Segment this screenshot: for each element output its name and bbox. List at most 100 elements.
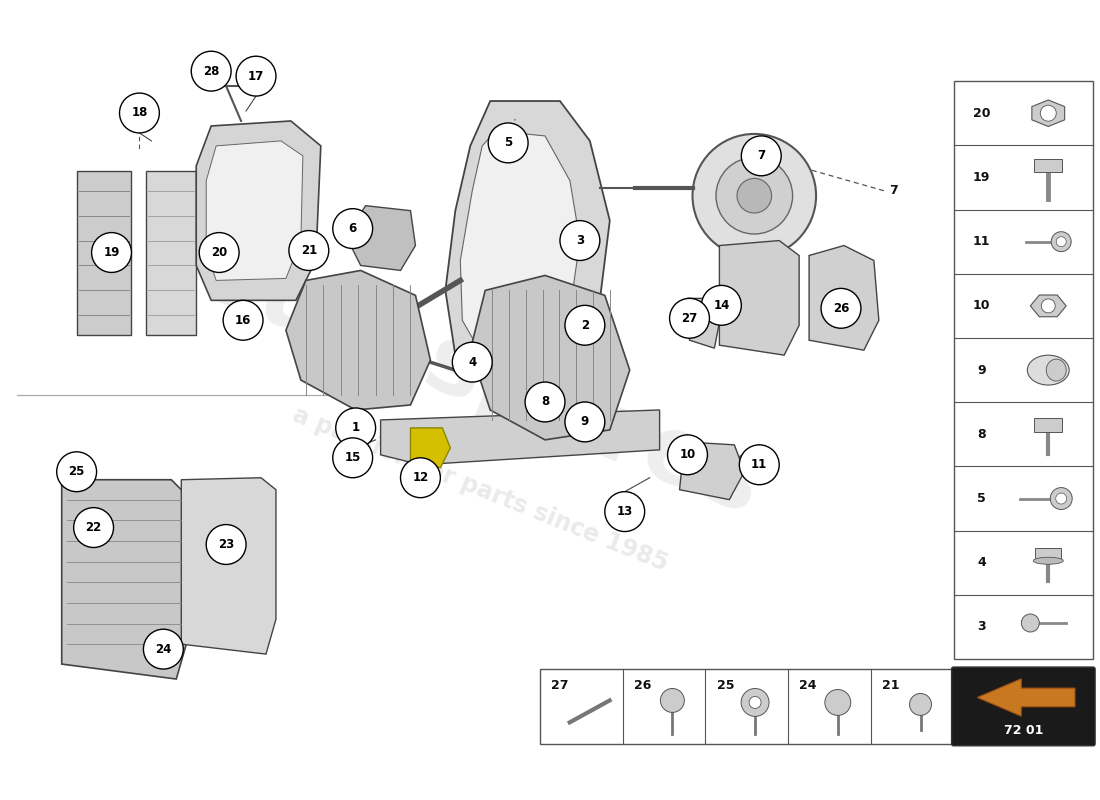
Text: 26: 26 [634,679,651,692]
Circle shape [741,689,769,716]
Circle shape [236,56,276,96]
Circle shape [565,402,605,442]
Circle shape [488,123,528,163]
Text: 25: 25 [716,679,734,692]
Text: 20: 20 [972,106,990,120]
Text: 11: 11 [751,458,768,471]
Polygon shape [680,442,745,500]
Text: 28: 28 [204,65,219,78]
FancyBboxPatch shape [1034,158,1063,173]
Circle shape [605,492,645,531]
Text: 7: 7 [757,150,766,162]
Circle shape [910,694,932,715]
Text: 8: 8 [541,395,549,409]
Circle shape [191,51,231,91]
Polygon shape [146,170,196,335]
Text: 21: 21 [882,679,900,692]
Circle shape [716,158,793,234]
Text: 4: 4 [977,556,986,570]
Text: 2: 2 [581,318,589,332]
Polygon shape [62,480,186,679]
Circle shape [57,452,97,492]
Polygon shape [460,131,580,360]
Circle shape [1041,106,1056,121]
Circle shape [560,221,600,261]
Text: 8: 8 [977,428,986,441]
Text: 24: 24 [800,679,817,692]
Polygon shape [410,428,450,468]
Text: 5: 5 [977,492,986,505]
Text: 10: 10 [972,299,990,312]
Polygon shape [381,410,660,465]
Text: 17: 17 [248,70,264,82]
FancyBboxPatch shape [1034,418,1063,432]
Circle shape [1052,232,1071,252]
Circle shape [223,300,263,340]
Text: a passion for parts since 1985: a passion for parts since 1985 [289,403,671,576]
Polygon shape [77,170,132,335]
Circle shape [821,288,861,328]
FancyBboxPatch shape [952,667,1096,746]
Circle shape [749,697,761,709]
Text: 3: 3 [575,234,584,247]
Polygon shape [719,241,799,355]
Circle shape [74,508,113,547]
Circle shape [452,342,492,382]
FancyBboxPatch shape [954,81,1093,659]
Circle shape [739,445,779,485]
Text: 27: 27 [551,679,569,692]
Text: 1: 1 [352,422,360,434]
Circle shape [400,458,440,498]
Text: 9: 9 [581,415,589,429]
FancyBboxPatch shape [1035,548,1062,561]
Text: 20: 20 [211,246,228,259]
Text: 9: 9 [977,364,986,377]
Text: 19: 19 [972,171,990,184]
Text: 26: 26 [833,302,849,315]
Text: 24: 24 [155,642,172,656]
Circle shape [333,438,373,478]
Circle shape [737,178,771,213]
Ellipse shape [1027,355,1069,385]
Text: 10: 10 [680,448,695,462]
Polygon shape [286,270,430,410]
Circle shape [741,136,781,176]
Polygon shape [1032,100,1065,126]
Circle shape [143,630,184,669]
Text: 25: 25 [68,466,85,478]
Circle shape [1056,237,1066,246]
Circle shape [525,382,565,422]
Text: 23: 23 [218,538,234,551]
Circle shape [120,93,160,133]
Text: 22: 22 [86,521,101,534]
Text: 11: 11 [972,235,990,248]
Polygon shape [446,101,609,390]
Circle shape [660,689,684,713]
Text: 15: 15 [344,451,361,464]
Circle shape [1022,614,1040,632]
Circle shape [1056,493,1067,504]
Text: 14: 14 [713,299,729,312]
Polygon shape [810,246,879,350]
Text: 4: 4 [469,356,476,369]
Text: 13: 13 [617,505,632,518]
Polygon shape [206,141,302,281]
Polygon shape [182,478,276,654]
Ellipse shape [1033,558,1064,564]
Text: 19: 19 [103,246,120,259]
Text: 5: 5 [504,136,513,150]
Circle shape [91,233,132,273]
Polygon shape [1031,295,1066,317]
Circle shape [670,298,710,338]
Text: 6: 6 [349,222,356,235]
Polygon shape [471,275,629,440]
Circle shape [336,408,375,448]
Circle shape [1042,299,1055,313]
Circle shape [825,690,850,715]
Ellipse shape [1046,359,1066,381]
Circle shape [702,286,741,326]
Text: 3: 3 [977,621,986,634]
Text: 21: 21 [300,244,317,257]
Text: 16: 16 [230,326,248,338]
Circle shape [289,230,329,270]
